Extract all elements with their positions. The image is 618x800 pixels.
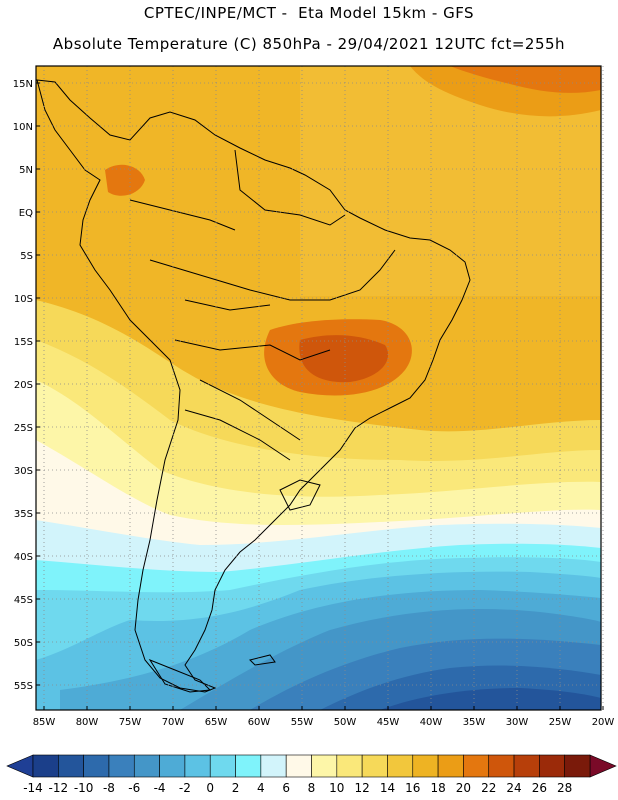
colorbar-label: 0 [206, 781, 214, 795]
colorbar-swatch [83, 754, 110, 778]
colorbar-label: 18 [430, 781, 445, 795]
colorbar-swatch [513, 754, 540, 778]
lon-tick-label: 35W [463, 717, 486, 728]
lon-tick-label: 65W [205, 717, 228, 728]
colorbar-swatch [184, 754, 211, 778]
colorbar-label: 26 [532, 781, 547, 795]
lon-tick-label: 40W [420, 717, 443, 728]
coastlines [36, 79, 471, 693]
colorbar-label: 4 [257, 781, 265, 795]
lon-tick-label: 45W [377, 717, 400, 728]
colorbar-swatch [488, 754, 515, 778]
colorbar-swatch [209, 754, 236, 778]
lat-tick-label: 15N [13, 79, 33, 90]
colorbar-swatch [412, 754, 439, 778]
lon-tick-label: 75W [119, 717, 142, 728]
colorbar: -14 -12 -10 -8 -6 -4 -2 0 2 4 6 8 10 12 14 16 18 20 22 24 26… [6, 754, 617, 795]
colorbar-label: -6 [128, 781, 140, 795]
chart-title-line1: CPTEC/INPE/MCT - Eta Model 15km - GFS [143, 4, 475, 22]
colorbar-label: 22 [481, 781, 496, 795]
lat-tick-label: EQ [19, 208, 33, 219]
colorbar-swatch [361, 754, 388, 778]
colorbar-label: 8 [308, 781, 316, 795]
colorbar-label: 24 [506, 781, 521, 795]
colorbar-swatch [285, 754, 312, 778]
latitude-axis: 15N 10N 5N EQ 5S 10S 15S 20S 25S 30S 35S 40S 45S 50S 5… [13, 79, 40, 692]
lat-tick-label: 40S [14, 552, 33, 563]
longitude-axis: 85W 80W 75W 70W 65W 60W 55W 50W 45W 40W 35W 30W 25W 2… [33, 706, 615, 728]
colorbar-label: 6 [282, 781, 290, 795]
colorbar-label: 28 [557, 781, 572, 795]
colorbar-swatch [311, 754, 338, 778]
colorbar-label: -4 [154, 781, 166, 795]
lon-tick-label: 85W [33, 717, 56, 728]
lat-tick-label: 45S [14, 595, 33, 606]
colorbar-low-arrow [6, 754, 34, 778]
colorbar-swatch [564, 754, 591, 778]
lat-tick-label: 25S [14, 423, 33, 434]
colorbar-label: 16 [405, 781, 420, 795]
colorbar-label: 10 [329, 781, 344, 795]
colorbar-label: 20 [456, 781, 471, 795]
colorbar-high-arrow [589, 754, 617, 778]
colorbar-label: 2 [232, 781, 240, 795]
lat-tick-label: 5N [19, 165, 33, 176]
lat-tick-label: 15S [14, 337, 33, 348]
colorbar-swatch [387, 754, 414, 778]
colorbar-swatch [463, 754, 490, 778]
temperature-field [36, 66, 601, 710]
colorbar-label: -14 [23, 781, 43, 795]
colorbar-label: 14 [380, 781, 395, 795]
colorbar-swatch [159, 754, 186, 778]
lat-tick-label: 5S [20, 251, 33, 262]
colorbar-swatch [235, 754, 262, 778]
colorbar-swatch [539, 754, 565, 778]
colorbar-swatch [437, 754, 464, 778]
lon-tick-label: 50W [334, 717, 357, 728]
lon-tick-label: 20W [592, 717, 615, 728]
lon-tick-label: 80W [76, 717, 99, 728]
lat-tick-label: 35S [14, 509, 33, 520]
colorbar-swatch [108, 754, 135, 778]
colorbar-swatch [133, 754, 160, 778]
graticule [36, 66, 604, 710]
lon-tick-label: 70W [162, 717, 185, 728]
colorbar-swatch [260, 754, 287, 778]
lat-tick-label: 30S [14, 466, 33, 477]
lon-tick-label: 55W [291, 717, 314, 728]
map-frame [35, 65, 602, 711]
lat-tick-label: 20S [14, 380, 33, 391]
colorbar-label: -12 [49, 781, 69, 795]
colorbar-swatch [32, 754, 59, 778]
lon-tick-label: 25W [549, 717, 572, 728]
colorbar-label: 12 [354, 781, 369, 795]
lon-tick-label: 30W [506, 717, 529, 728]
chart-title-line2: Absolute Temperature (C) 850hPa - 29/04/… [52, 35, 566, 53]
colorbar-label: -2 [179, 781, 191, 795]
colorbar-swatch [58, 754, 84, 778]
colorbar-swatch [336, 754, 363, 778]
colorbar-label: -10 [74, 781, 94, 795]
colorbar-label: -8 [103, 781, 115, 795]
lat-tick-label: 10S [14, 294, 33, 305]
lat-tick-label: 50S [14, 638, 33, 649]
lon-tick-label: 60W [248, 717, 271, 728]
lat-tick-label: 10N [13, 122, 33, 133]
lat-tick-label: 55S [14, 681, 33, 692]
